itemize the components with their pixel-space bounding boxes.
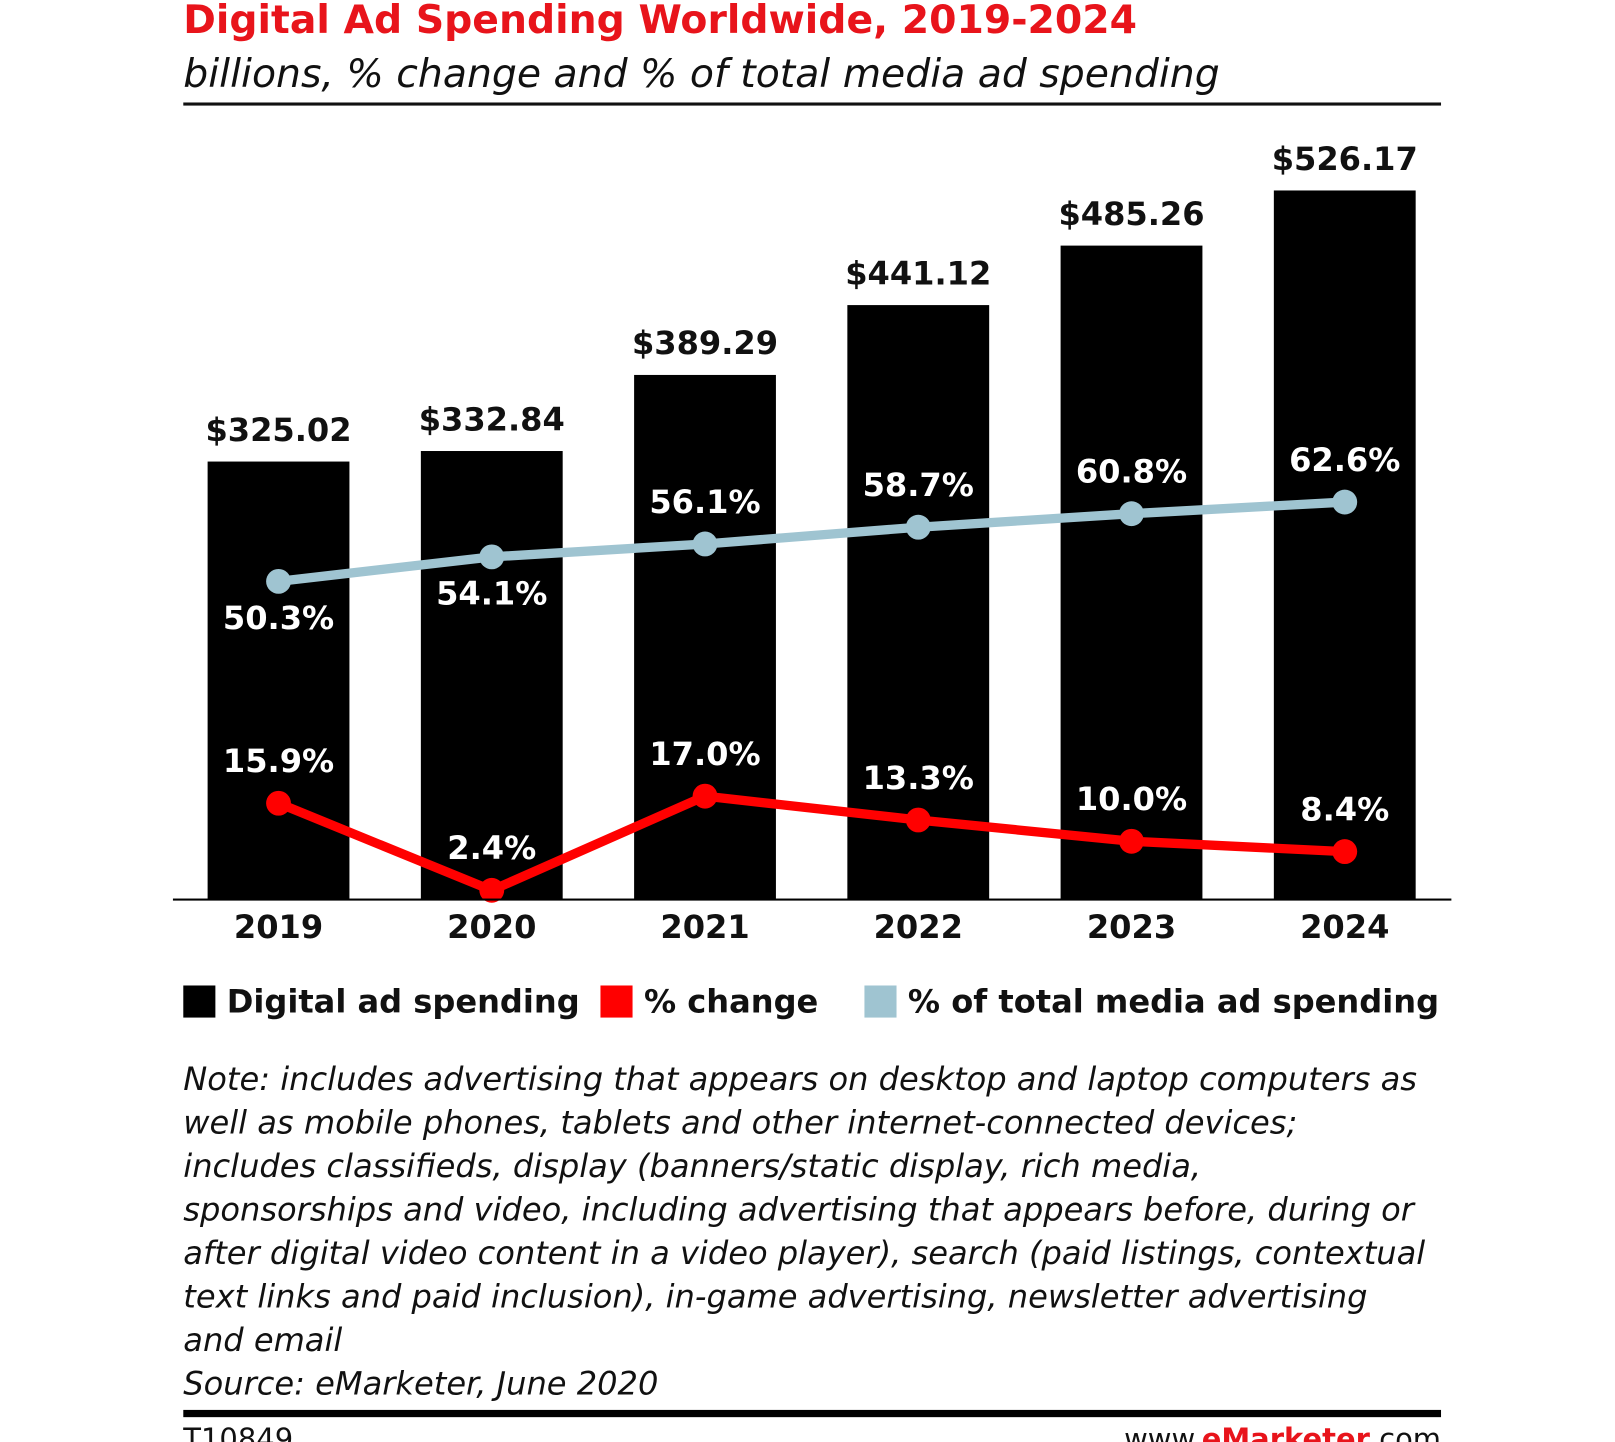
x-tick-label: 2021 — [660, 908, 749, 946]
brand: www.eMarketer.com — [1124, 1422, 1441, 1442]
bar — [847, 305, 990, 900]
legend-swatch — [183, 985, 216, 1018]
bar — [207, 461, 350, 900]
brand-part: .com — [1370, 1422, 1441, 1442]
legend-swatch — [864, 985, 897, 1018]
x-tick-label: 2020 — [447, 908, 536, 946]
note-line: well as mobile phones, tablets and other… — [183, 1104, 1297, 1142]
point — [1332, 489, 1358, 515]
line-value-label: 13.3% — [863, 759, 974, 797]
chart-title: Digital Ad Spending Worldwide, 2019-2024 — [183, 0, 1137, 43]
line-value-label: 10.0% — [1076, 780, 1187, 818]
point — [1332, 839, 1358, 865]
brand-part: www. — [1124, 1422, 1202, 1442]
bar-value-label: $325.02 — [205, 411, 351, 449]
legend-label: % of total media ad spending — [908, 982, 1439, 1020]
line-value-label: 54.1% — [436, 574, 547, 612]
line-value-label: 17.0% — [649, 735, 760, 773]
line-value-label: 56.1% — [649, 483, 760, 521]
note-line: text links and paid inclusion), in-game … — [183, 1277, 1367, 1315]
line-value-label: 62.6% — [1289, 441, 1400, 479]
x-tick-label: 2022 — [874, 908, 963, 946]
point — [905, 514, 931, 540]
line-value-label: 8.4% — [1300, 791, 1389, 829]
point — [479, 544, 505, 570]
legend-label: % change — [644, 982, 818, 1020]
bar-value-label: $332.84 — [419, 400, 565, 438]
note-line: sponsorships and video, including advert… — [183, 1190, 1415, 1228]
brand-part: eMarketer — [1202, 1422, 1371, 1442]
line — [277, 497, 1346, 587]
x-axis — [172, 898, 1452, 901]
point — [692, 783, 718, 809]
chart-id: T10849 — [182, 1422, 293, 1442]
bar — [1273, 190, 1416, 900]
bar-value-label: $485.26 — [1058, 195, 1204, 233]
bar — [1060, 245, 1203, 900]
x-tick-label: 2023 — [1087, 908, 1176, 946]
point — [479, 877, 505, 903]
line-value-label: 50.3% — [223, 599, 334, 637]
note-line: after digital video content in a video p… — [183, 1234, 1425, 1272]
bar-value-label: $526.17 — [1272, 140, 1418, 178]
line-value-label: 58.7% — [863, 466, 974, 504]
point — [1119, 828, 1144, 854]
rule — [183, 1409, 1442, 1418]
point — [266, 790, 291, 816]
note-line: includes classifieds, display (banners/s… — [183, 1147, 1201, 1185]
x-tick-label: 2024 — [1300, 908, 1389, 946]
line-value-label: 15.9% — [223, 742, 334, 780]
note-line: and email — [183, 1321, 342, 1359]
bar — [420, 451, 563, 900]
point — [1119, 501, 1144, 527]
legend-swatch — [600, 985, 633, 1018]
x-tick-label: 2019 — [234, 908, 323, 946]
rule — [183, 102, 1442, 106]
legend-label: Digital ad spending — [227, 982, 580, 1020]
source: Source: eMarketer, June 2020 — [183, 1364, 658, 1402]
line-value-label: 60.8% — [1076, 453, 1187, 491]
chart-subtitle: billions, % change and % of total media … — [183, 51, 1219, 97]
note-line: Note: includes advertising that appears … — [183, 1060, 1417, 1098]
line — [276, 791, 1345, 896]
point — [905, 807, 931, 833]
line-value-label: 2.4% — [447, 829, 536, 867]
bar-value-label: $389.29 — [632, 324, 778, 362]
bar-value-label: $441.12 — [845, 254, 991, 292]
point — [692, 531, 718, 557]
point — [266, 568, 291, 594]
